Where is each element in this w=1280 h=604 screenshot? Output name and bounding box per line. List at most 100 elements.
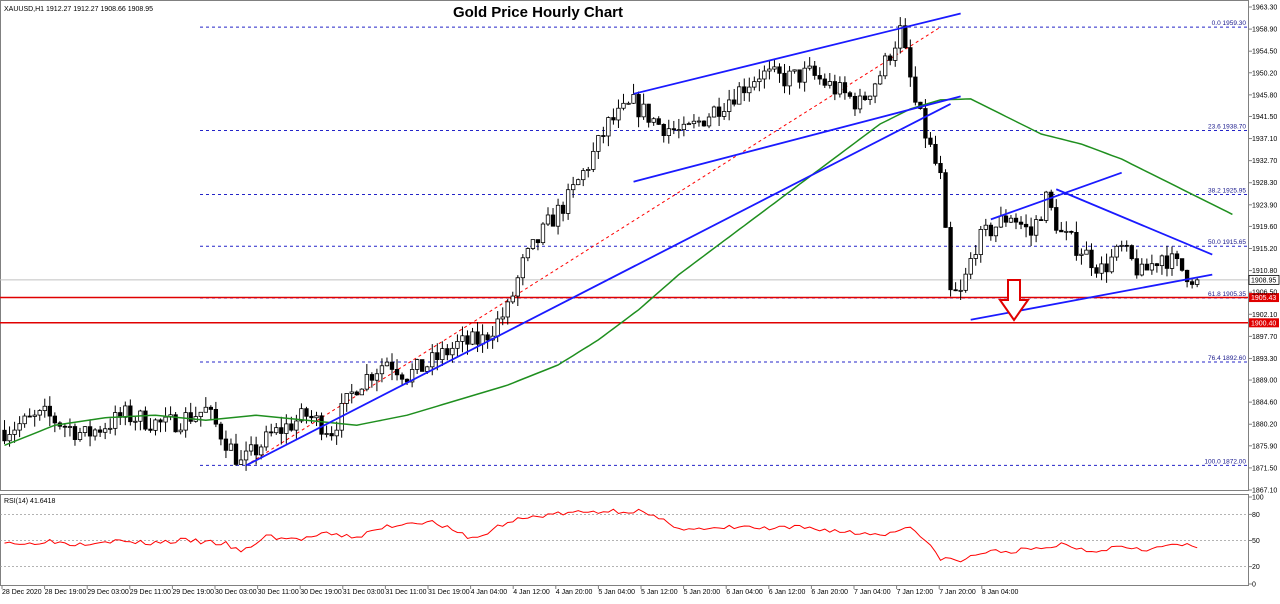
candle-body bbox=[1079, 253, 1084, 256]
candle-body bbox=[455, 341, 460, 349]
fib-levels: 0.0 1959.30 23.6 1938.70 38.2 1925.95 50.0 … bbox=[0, 20, 1248, 466]
candle-body bbox=[133, 420, 138, 423]
candle-body bbox=[1195, 279, 1200, 285]
candle-body bbox=[1114, 245, 1119, 258]
candle-body bbox=[82, 426, 88, 433]
price-tick-label: 1919.60 bbox=[1252, 224, 1277, 231]
candle-body bbox=[998, 215, 1004, 228]
price-tick-label: 1954.50 bbox=[1252, 49, 1277, 56]
support-levels: 1905.43 1900.40 bbox=[0, 293, 1279, 328]
support-price-tag bbox=[1249, 293, 1279, 303]
candle-body bbox=[87, 426, 93, 437]
candle-body bbox=[37, 410, 42, 416]
fib-level-label: 100.0 1872.00 bbox=[1204, 458, 1246, 465]
candle-body bbox=[822, 78, 827, 86]
price-tick-label: 1867.10 bbox=[1252, 488, 1277, 495]
trend-line-rising-support bbox=[245, 103, 951, 467]
time-tick-label: 31 Dec 19:00 bbox=[428, 589, 470, 596]
candle-body bbox=[475, 331, 480, 345]
candle-body bbox=[757, 78, 762, 83]
candle-body bbox=[500, 316, 505, 320]
time-tick-label: 30 Dec 19:00 bbox=[300, 589, 342, 596]
time-tick-label: 6 Jan 20:00 bbox=[811, 589, 848, 596]
candle-body bbox=[752, 81, 757, 88]
candle-body bbox=[264, 431, 269, 448]
candle-body bbox=[1154, 263, 1160, 267]
candle-body bbox=[218, 423, 224, 440]
candle-body bbox=[792, 69, 797, 72]
candle-body bbox=[762, 70, 767, 80]
support-price-label: 1905.43 bbox=[1251, 295, 1276, 302]
candle-body bbox=[807, 65, 812, 69]
main-plot-frame bbox=[0, 0, 1249, 491]
candle-body bbox=[948, 227, 953, 291]
candles bbox=[2, 17, 1200, 471]
fib-level-label: 23.6 1938.70 bbox=[1208, 124, 1246, 131]
candle-body bbox=[862, 95, 868, 100]
candle-body bbox=[550, 214, 556, 227]
candle-body bbox=[1129, 245, 1134, 260]
chart-title: Gold Price Hourly Chart bbox=[453, 4, 623, 21]
candle-body bbox=[711, 106, 717, 118]
candle-body bbox=[394, 369, 400, 376]
candle-body bbox=[108, 427, 113, 430]
candle-body bbox=[1039, 219, 1044, 221]
candle-body bbox=[420, 359, 425, 372]
candle-body bbox=[1159, 255, 1165, 267]
time-tick-label: 28 Dec 19:00 bbox=[45, 589, 87, 596]
candle-body bbox=[520, 257, 525, 279]
candle-body bbox=[565, 189, 571, 214]
candle-body bbox=[686, 123, 692, 126]
candle-body bbox=[103, 428, 108, 433]
price-tick-label: 1893.30 bbox=[1252, 356, 1277, 363]
candle-body bbox=[1124, 244, 1129, 247]
candle-body bbox=[243, 450, 249, 461]
time-tick-label: 5 Jan 12:00 bbox=[641, 589, 678, 596]
price-tick-label: 1880.20 bbox=[1252, 422, 1277, 429]
time-tick-label: 4 Jan 20:00 bbox=[556, 589, 593, 596]
candle-body bbox=[596, 135, 601, 152]
time-tick-label: 30 Dec 03:00 bbox=[215, 589, 257, 596]
candle-body bbox=[817, 75, 822, 80]
candle-body bbox=[178, 429, 183, 433]
price-tick-label: 1963.30 bbox=[1252, 5, 1277, 12]
candle-body bbox=[1064, 230, 1069, 233]
fib-level-label: 61.8 1905.35 bbox=[1208, 291, 1246, 298]
candle-body bbox=[953, 289, 958, 292]
time-axis: 28 Dec 2020 28 Dec 19:00 29 Dec 03:00 29 De… bbox=[1, 586, 1018, 596]
candle-body bbox=[1179, 258, 1185, 271]
candle-body bbox=[17, 423, 22, 431]
candle-body bbox=[782, 72, 787, 87]
time-tick-label: 4 Jan 04:00 bbox=[471, 589, 508, 596]
candle-body bbox=[636, 94, 641, 118]
price-tick-label: 1897.70 bbox=[1252, 334, 1277, 341]
candle-body bbox=[747, 86, 752, 94]
candle-body bbox=[616, 107, 621, 121]
candle-body bbox=[701, 120, 707, 127]
price-tick-label: 1941.50 bbox=[1252, 114, 1277, 121]
candle-body bbox=[113, 412, 118, 429]
rsi-tick-label: 50 bbox=[1252, 538, 1260, 545]
candle-body bbox=[248, 444, 254, 452]
candle-body bbox=[1069, 230, 1074, 233]
candle-body bbox=[495, 318, 500, 337]
candle-body bbox=[183, 412, 188, 431]
candle-body bbox=[923, 108, 928, 139]
time-tick-label: 29 Dec 03:00 bbox=[87, 589, 129, 596]
candle-body bbox=[968, 258, 973, 275]
candle-body bbox=[661, 123, 666, 137]
price-tick-label: 1906.50 bbox=[1252, 290, 1277, 297]
candle-body bbox=[384, 361, 390, 367]
candle-body bbox=[727, 99, 732, 112]
candle-body bbox=[601, 135, 606, 137]
candle-body bbox=[470, 331, 475, 345]
rsi-tick-label: 100 bbox=[1252, 495, 1264, 502]
candle-body bbox=[158, 419, 163, 423]
candle-body bbox=[52, 415, 57, 424]
candle-body bbox=[1049, 191, 1054, 208]
candle-body bbox=[898, 25, 903, 49]
candle-body bbox=[963, 273, 968, 291]
trend-line-channel-lower bbox=[633, 95, 961, 183]
candle-body bbox=[802, 67, 807, 83]
price-tick-label: 1915.20 bbox=[1252, 246, 1277, 253]
